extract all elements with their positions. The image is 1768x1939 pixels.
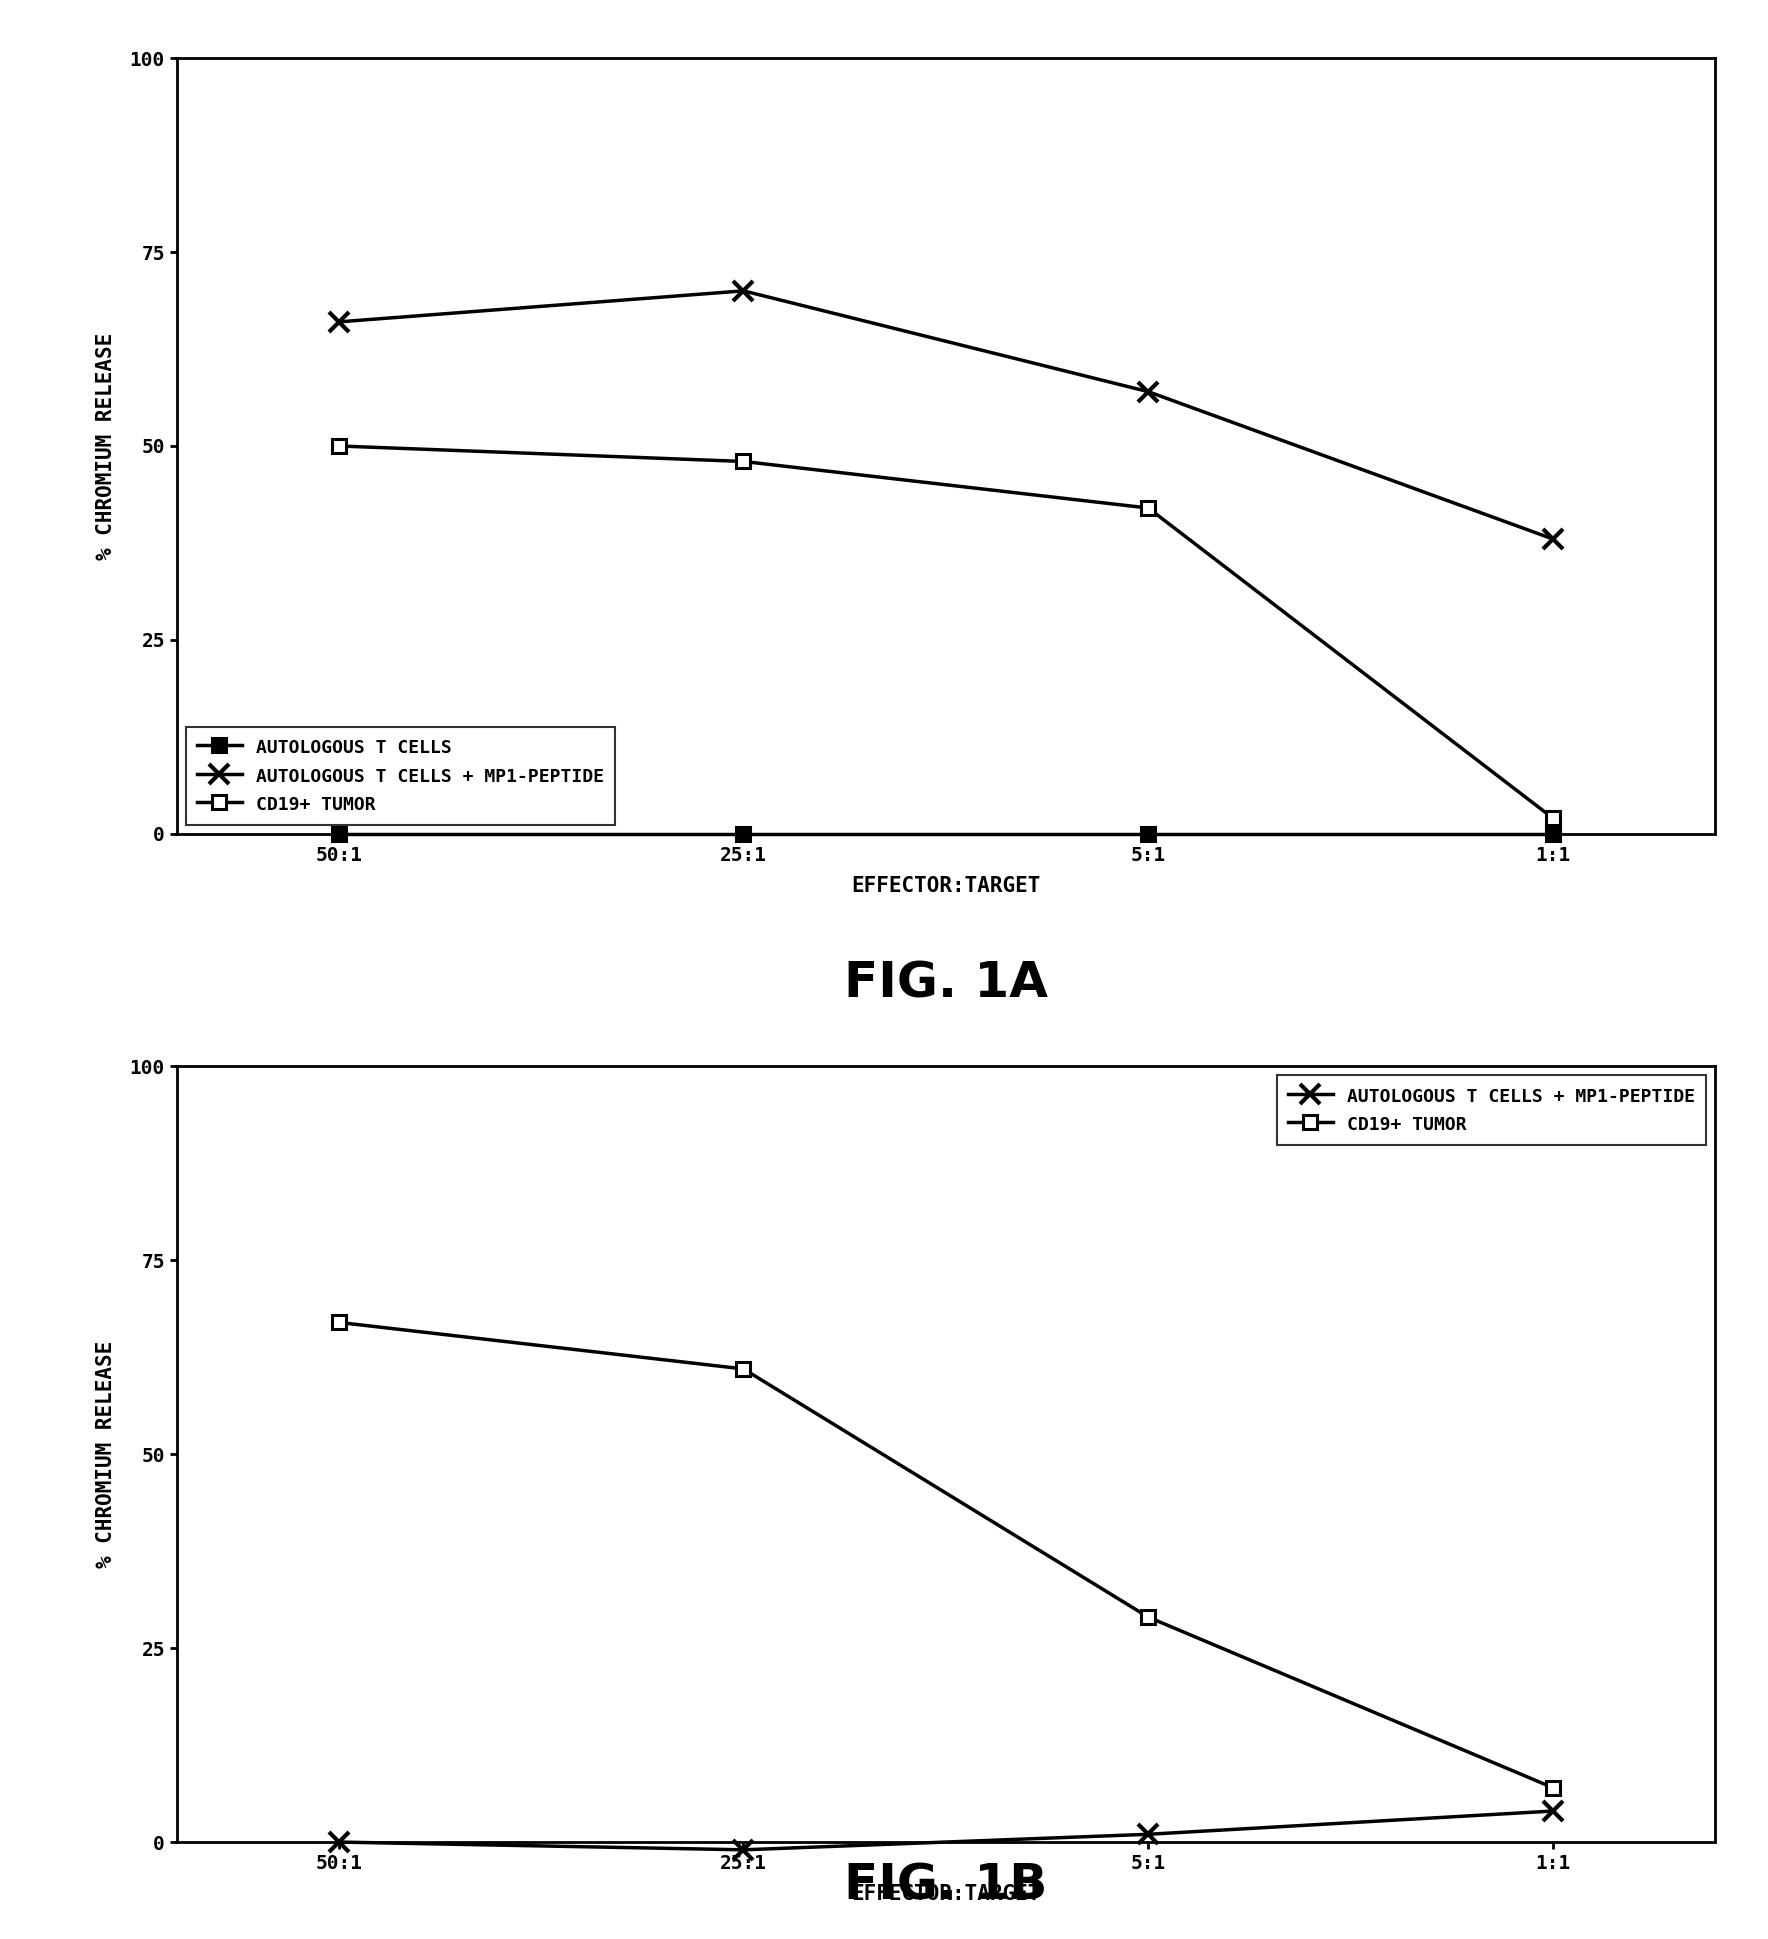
X-axis label: EFFECTOR:TARGET: EFFECTOR:TARGET xyxy=(850,876,1041,896)
AUTOLOGOUS T CELLS + MP1-PEPTIDE xyxy=(329,310,350,334)
AUTOLOGOUS T CELLS + MP1-PEPTIDE xyxy=(1542,527,1563,551)
AUTOLOGOUS T CELLS xyxy=(1542,822,1563,845)
X-axis label: EFFECTOR:TARGET: EFFECTOR:TARGET xyxy=(850,1885,1041,1904)
AUTOLOGOUS T CELLS + MP1-PEPTIDE xyxy=(1137,1823,1158,1846)
Legend: AUTOLOGOUS T CELLS, AUTOLOGOUS T CELLS + MP1-PEPTIDE, CD19+ TUMOR: AUTOLOGOUS T CELLS, AUTOLOGOUS T CELLS +… xyxy=(186,727,615,824)
AUTOLOGOUS T CELLS xyxy=(734,822,755,845)
CD19+ TUMOR xyxy=(1542,1776,1563,1799)
AUTOLOGOUS T CELLS + MP1-PEPTIDE xyxy=(329,1830,350,1854)
CD19+ TUMOR xyxy=(1137,496,1158,520)
AUTOLOGOUS T CELLS + MP1-PEPTIDE xyxy=(734,279,755,302)
Y-axis label: % CHROMIUM RELEASE: % CHROMIUM RELEASE xyxy=(95,332,117,560)
CD19+ TUMOR xyxy=(329,434,350,458)
AUTOLOGOUS T CELLS + MP1-PEPTIDE xyxy=(1542,1799,1563,1823)
CD19+ TUMOR xyxy=(1542,807,1563,830)
CD19+ TUMOR xyxy=(734,1357,755,1381)
Y-axis label: % CHROMIUM RELEASE: % CHROMIUM RELEASE xyxy=(95,1340,117,1569)
Line: AUTOLOGOUS T CELLS + MP1-PEPTIDE: AUTOLOGOUS T CELLS + MP1-PEPTIDE xyxy=(329,1801,1563,1860)
CD19+ TUMOR xyxy=(1137,1605,1158,1629)
Line: AUTOLOGOUS T CELLS + MP1-PEPTIDE: AUTOLOGOUS T CELLS + MP1-PEPTIDE xyxy=(329,281,1563,549)
Line: CD19+ TUMOR: CD19+ TUMOR xyxy=(332,438,1559,826)
CD19+ TUMOR xyxy=(734,450,755,473)
Line: CD19+ TUMOR: CD19+ TUMOR xyxy=(332,1315,1559,1796)
Line: AUTOLOGOUS T CELLS: AUTOLOGOUS T CELLS xyxy=(332,826,1559,842)
AUTOLOGOUS T CELLS xyxy=(329,822,350,845)
Text: FIG. 1A: FIG. 1A xyxy=(843,960,1048,1008)
CD19+ TUMOR xyxy=(329,1311,350,1334)
AUTOLOGOUS T CELLS xyxy=(1137,822,1158,845)
Text: FIG. 1B: FIG. 1B xyxy=(843,1861,1048,1910)
AUTOLOGOUS T CELLS + MP1-PEPTIDE xyxy=(1137,380,1158,403)
AUTOLOGOUS T CELLS + MP1-PEPTIDE xyxy=(734,1838,755,1861)
Legend: AUTOLOGOUS T CELLS + MP1-PEPTIDE, CD19+ TUMOR: AUTOLOGOUS T CELLS + MP1-PEPTIDE, CD19+ … xyxy=(1276,1076,1706,1144)
